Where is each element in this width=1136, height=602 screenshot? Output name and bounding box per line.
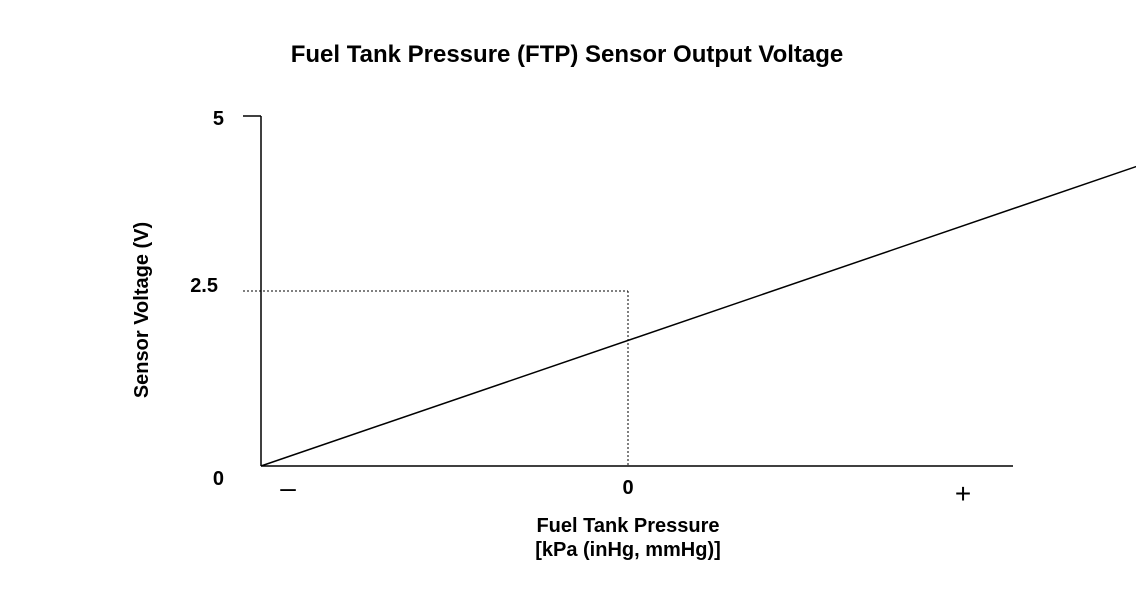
y-tick-label-5: 5 [213, 108, 224, 130]
x-tick-labels: – 0 + [280, 472, 971, 509]
x-axis-units-label: [kPa (inHg, mmHg)] [535, 539, 721, 561]
x-tick-label-zero: 0 [622, 477, 633, 499]
reference-lines [243, 290, 629, 466]
y-tick-labels: 0 2.5 5 [190, 108, 224, 490]
y-tick-label-2-5: 2.5 [190, 275, 218, 297]
y-tick-label-0: 0 [213, 468, 224, 490]
x-tick-label-minus: – [280, 472, 296, 503]
y-axis-label: Sensor Voltage (V) [131, 222, 153, 398]
x-tick-label-plus: + [955, 478, 971, 509]
series-line [260, 165, 1136, 467]
x-axis-label: Fuel Tank Pressure [536, 515, 719, 537]
chart-title: Fuel Tank Pressure (FTP) Sensor Output V… [291, 41, 844, 68]
